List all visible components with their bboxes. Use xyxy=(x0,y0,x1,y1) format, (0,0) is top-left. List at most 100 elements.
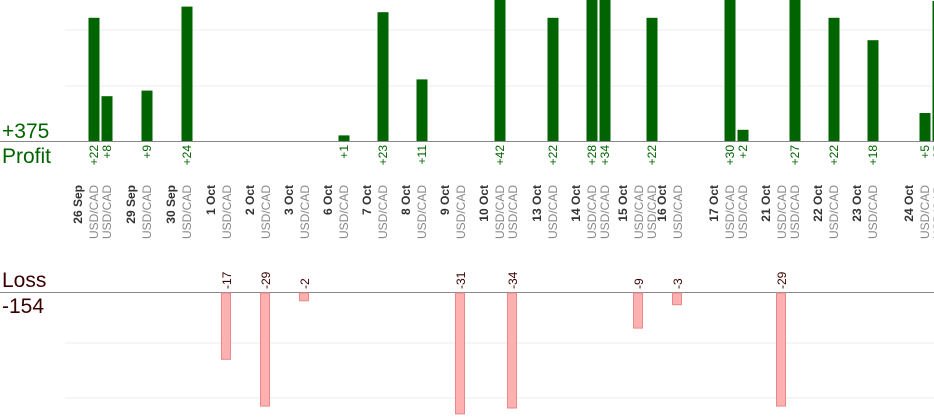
profit-label: Profit xyxy=(2,145,51,168)
loss-bar xyxy=(221,292,231,360)
profit-bar xyxy=(789,0,801,141)
profit-bar xyxy=(932,1,934,141)
profit-value-label: +30 xyxy=(723,145,737,166)
profit-value-label: +22 xyxy=(546,145,560,166)
profit-bar xyxy=(586,0,598,141)
profit-bar xyxy=(737,129,749,141)
date-tick-label: 13 Oct xyxy=(530,185,544,222)
date-tick-label: 24 Oct xyxy=(902,185,916,222)
loss-value-label: -17 xyxy=(220,271,234,289)
profit-value-label: +24 xyxy=(180,145,194,166)
date-tick-label: 29 Sep xyxy=(124,185,138,224)
profit-value-label: +23 xyxy=(376,145,390,166)
pair-tick-label: USD/CAD xyxy=(775,185,789,239)
loss-value-label: -9 xyxy=(632,278,646,289)
profit-bar xyxy=(181,6,193,141)
pair-tick-label: USD/CAD xyxy=(632,185,646,239)
date-tick-label: 15 Oct xyxy=(616,185,630,222)
date-tick-label: 21 Oct xyxy=(759,185,773,222)
profit-value-label: +8 xyxy=(100,145,114,159)
date-tick-label: 9 Oct xyxy=(438,185,452,215)
pair-tick-label: USD/CAD xyxy=(645,185,659,239)
date-tick-label: 10 Oct xyxy=(477,185,491,222)
date-tick-label: 3 Oct xyxy=(282,185,296,215)
date-tick-label: 1 Oct xyxy=(204,185,218,215)
date-tick-label: 17 Oct xyxy=(707,185,721,222)
pair-tick-label: USD/CAD xyxy=(506,185,520,239)
loss-label: Loss xyxy=(2,269,46,292)
date-tick-label: 2 Oct xyxy=(243,185,257,215)
pair-tick-label: USD/CAD xyxy=(376,185,390,239)
profit-bar xyxy=(724,0,736,141)
pair-tick-label: USD/CAD xyxy=(100,185,114,239)
profit-bar xyxy=(867,40,879,142)
profit-bar xyxy=(101,96,113,141)
profit-value-label: +28 xyxy=(585,145,599,166)
pair-tick-label: USD/CAD xyxy=(736,185,750,239)
profit-value-label: +22 xyxy=(827,145,841,166)
trade-bars: +22 +8 +9 +24-17 -29 -2+1 +23 +11-31+42-34+22 +2… xyxy=(87,0,934,415)
profit-bar xyxy=(377,12,389,142)
profit-bar xyxy=(338,135,350,141)
profit-value-label: +2 xyxy=(736,145,750,159)
loss-value-label: -34 xyxy=(506,271,520,289)
profit-value-label: +9 xyxy=(140,145,154,159)
profit-value-label: +5 xyxy=(918,145,932,159)
loss-value-label: -29 xyxy=(775,271,789,289)
loss-bar xyxy=(633,292,643,329)
pair-tick-label: USD/CAD xyxy=(918,185,932,239)
loss-bar xyxy=(260,292,270,407)
pair-tick-label: USD/CAD xyxy=(220,185,234,239)
pair-tick-label: USD/CAD xyxy=(788,185,802,239)
pair-tick-label: USD/CAD xyxy=(337,185,351,239)
date-tick-label: 8 Oct xyxy=(399,185,413,215)
pair-tick-label: USD/CAD xyxy=(585,185,599,239)
profit-total: +375 xyxy=(2,120,49,143)
profit-value-label: +27 xyxy=(788,145,802,166)
loss-value-label: -31 xyxy=(454,271,468,289)
profit-value-label: +25 xyxy=(931,145,934,166)
pair-tick-label: USD/CAD xyxy=(931,185,934,239)
pair-tick-label: USD/CAD xyxy=(827,185,841,239)
profit-bar xyxy=(416,79,428,141)
profit-bar xyxy=(919,113,931,141)
pair-tick-label: USD/CAD xyxy=(493,185,507,239)
pair-tick-label: USD/CAD xyxy=(866,185,880,239)
pair-tick-label: USD/CAD xyxy=(546,185,560,239)
date-tick-label: 16 Oct xyxy=(655,185,669,222)
profit-bar xyxy=(141,90,153,141)
profit-value-label: +18 xyxy=(866,145,880,166)
pair-tick-label: USD/CAD xyxy=(180,185,194,239)
profit-bar xyxy=(88,17,100,141)
pair-tick-label: USD/CAD xyxy=(598,185,612,239)
loss-value-label: -3 xyxy=(671,278,685,289)
date-tick-label: 22 Oct xyxy=(811,185,825,222)
profit-value-label: +22 xyxy=(645,145,659,166)
date-tick-label: 6 Oct xyxy=(321,185,335,215)
date-tick-label: 23 Oct xyxy=(850,185,864,222)
pair-tick-label: USD/CAD xyxy=(140,185,154,239)
pair-tick-label: USD/CAD xyxy=(298,185,312,239)
pair-tick-label: USD/CAD xyxy=(415,185,429,239)
profit-value-label: +34 xyxy=(598,145,612,166)
profit-bar xyxy=(599,0,611,141)
profit-bar xyxy=(494,0,506,141)
profit-value-label: +11 xyxy=(415,145,429,165)
profit-bar xyxy=(828,17,840,141)
profit-value-label: +22 xyxy=(87,145,101,166)
pair-tick-label: USD/CAD xyxy=(723,185,737,239)
date-tick-label: 7 Oct xyxy=(360,185,374,215)
loss-bar xyxy=(455,292,465,415)
date-tick-label: 26 Sep xyxy=(71,185,85,224)
profit-value-label: +42 xyxy=(493,145,507,166)
loss-bar xyxy=(507,292,517,409)
date-tick-label: 30 Sep xyxy=(164,185,178,224)
loss-value-label: -2 xyxy=(298,278,312,289)
loss-bar xyxy=(299,292,309,302)
pair-tick-label: USD/CAD xyxy=(671,185,685,239)
pair-tick-label: USD/CAD xyxy=(259,185,273,239)
pair-tick-label: USD/CAD xyxy=(454,185,468,239)
loss-value-label: -29 xyxy=(259,271,273,289)
profit-bar xyxy=(646,17,658,141)
date-tick-label: 14 Oct xyxy=(569,185,583,222)
